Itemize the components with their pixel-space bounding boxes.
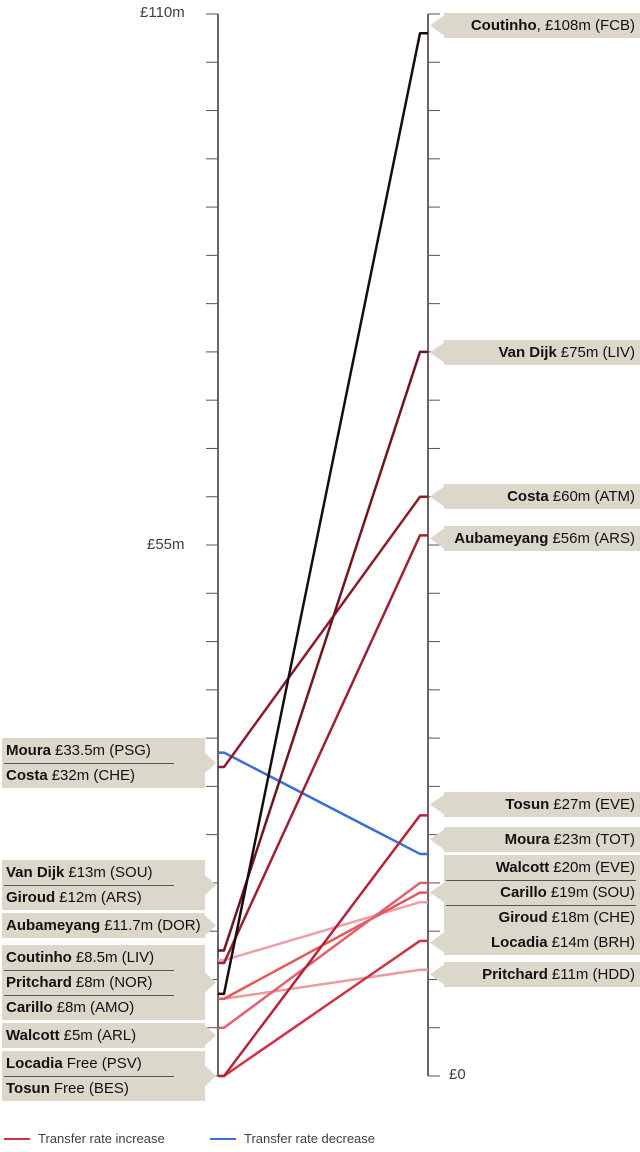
- right-label-locadia: Locadia £14m (BRH): [430, 930, 640, 955]
- player-name: Walcott: [495, 859, 550, 876]
- player-name: Coutinho: [470, 17, 537, 34]
- left-label-aubameyang: Aubameyang £11.7m (DOR): [2, 913, 205, 938]
- right-label-group: Van Dijk £75m (LIV): [430, 340, 640, 365]
- player-name: Locadia: [6, 1055, 63, 1072]
- left-label-group: Coutinho £8.5m (LIV) Pritchard £8m (NOR) C…: [2, 945, 218, 1020]
- player-name: Locadia: [490, 934, 548, 951]
- right-label-costa: Costa £60m (ATM): [430, 484, 640, 509]
- player-name: Giroud: [6, 889, 56, 906]
- left-label-moura: Moura £33.5m (PSG): [2, 738, 205, 763]
- axis-label-middle: £55m: [147, 536, 185, 553]
- from-fee: £12m (ARS): [59, 889, 142, 906]
- from-fee: £32m (CHE): [51, 767, 136, 784]
- from-fee: £8m (AMO): [56, 999, 135, 1016]
- slope-line-moura: [218, 751, 428, 856]
- left-label-group: Van Dijk £13m (SOU) Giroud £12m (ARS): [2, 860, 218, 910]
- to-fee: £20m (EVE): [553, 859, 635, 876]
- left-label-giroud: Giroud £12m (ARS): [2, 885, 205, 910]
- legend-item-increase: Transfer rate increase: [4, 1131, 165, 1146]
- player-name: Tosun: [6, 1080, 50, 1097]
- slope-line-van-dijk: [218, 350, 428, 952]
- left-label-costa: Costa £32m (CHE): [2, 763, 205, 788]
- right-label-moura: Moura £23m (TOT): [430, 827, 640, 852]
- right-label-group: Aubameyang £56m (ARS): [430, 526, 640, 551]
- from-fee: £11.7m (DOR): [104, 917, 201, 934]
- left-label-pritchard: Pritchard £8m (NOR): [2, 970, 205, 995]
- axis-label-bottom: £0: [449, 1066, 466, 1083]
- slope-line-costa: [218, 495, 428, 769]
- right-label-carillo: Carillo £19m (SOU): [430, 880, 640, 905]
- legend-swatch-increase: [4, 1137, 30, 1140]
- right-label-group: Pritchard £11m (HDD): [430, 962, 640, 987]
- to-fee: £19m (SOU): [550, 884, 635, 901]
- legend-item-decrease: Transfer rate decrease: [210, 1131, 375, 1146]
- left-label-coutinho: Coutinho £8.5m (LIV): [2, 945, 205, 970]
- to-fee: £56m (ARS): [552, 530, 635, 547]
- right-label-group: Moura £23m (TOT): [430, 827, 640, 852]
- to-fee: , £108m (FCB): [536, 17, 635, 34]
- legend-label: Transfer rate increase: [38, 1131, 165, 1146]
- right-label-pritchard: Pritchard £11m (HDD): [430, 962, 640, 987]
- right-label-group: Costa £60m (ATM): [430, 484, 640, 509]
- player-name: Costa: [507, 488, 549, 505]
- right-label-tosun: Tosun £27m (EVE): [430, 792, 640, 817]
- slope-line-giroud: [218, 900, 428, 962]
- player-name: Tosun: [505, 796, 550, 813]
- right-label-van-dijk: Van Dijk £75m (LIV): [430, 340, 640, 365]
- right-label-group: Tosun £27m (EVE): [430, 792, 640, 817]
- from-fee: £33.5m (PSG): [55, 742, 151, 759]
- player-name: Carillo: [500, 884, 547, 901]
- to-fee: £75m (LIV): [560, 344, 635, 361]
- left-label-group: Walcott £5m (ARL): [2, 1023, 218, 1048]
- from-fee: £5m (ARL): [63, 1027, 137, 1044]
- slope-line-coutinho: [218, 32, 428, 996]
- slope-line-walcott: [218, 881, 428, 1029]
- from-fee: Free (PSV): [66, 1055, 142, 1072]
- right-label-walcott: Walcott £20m (EVE): [430, 855, 640, 880]
- player-name: Walcott: [6, 1027, 60, 1044]
- slope-line-aubameyang: [218, 534, 428, 965]
- player-name: Costa: [6, 767, 48, 784]
- player-name: Carillo: [6, 999, 53, 1016]
- left-label-tosun: Tosun Free (BES): [2, 1076, 205, 1101]
- right-label-coutinho: Coutinho, £108m (FCB): [430, 13, 640, 38]
- player-name: Pritchard: [6, 974, 72, 991]
- player-name: Giroud: [498, 909, 548, 926]
- from-fee: £13m (SOU): [68, 864, 153, 881]
- right-label-group: Walcott £20m (EVE) Carillo £19m (SOU) Giro…: [430, 855, 640, 930]
- legend-swatch-decrease: [210, 1137, 236, 1140]
- right-label-group: Coutinho, £108m (FCB): [430, 13, 640, 38]
- to-fee: £60m (ATM): [552, 488, 635, 505]
- from-fee: £8.5m (LIV): [75, 949, 155, 966]
- right-label-giroud: Giroud £18m (CHE): [430, 905, 640, 930]
- from-fee: Free (BES): [53, 1080, 129, 1097]
- right-label-group: Locadia £14m (BRH): [430, 930, 640, 955]
- player-name: Moura: [6, 742, 51, 759]
- left-label-van-dijk: Van Dijk £13m (SOU): [2, 860, 205, 885]
- player-name: Pritchard: [482, 966, 548, 983]
- to-fee: £23m (TOT): [553, 831, 635, 848]
- player-name: Aubameyang: [454, 530, 549, 547]
- player-name: Van Dijk: [6, 864, 65, 881]
- left-label-locadia: Locadia Free (PSV): [2, 1051, 205, 1076]
- slope-line-tosun: [218, 814, 428, 1078]
- player-name: Coutinho: [6, 949, 72, 966]
- left-label-walcott: Walcott £5m (ARL): [2, 1023, 205, 1048]
- left-label-group: Moura £33.5m (PSG) Costa £32m (CHE): [2, 738, 218, 788]
- left-label-group: Aubameyang £11.7m (DOR): [2, 913, 218, 938]
- to-fee: £27m (EVE): [553, 796, 635, 813]
- legend-label: Transfer rate decrease: [244, 1131, 376, 1146]
- left-label-carillo: Carillo £8m (AMO): [2, 995, 205, 1020]
- from-fee: £8m (NOR): [75, 974, 153, 991]
- axis-label-top: £110m: [140, 4, 185, 21]
- player-name: Aubameyang: [6, 917, 101, 934]
- player-name: Moura: [504, 831, 550, 848]
- right-label-aubameyang: Aubameyang £56m (ARS): [430, 526, 640, 551]
- player-name: Van Dijk: [498, 344, 557, 361]
- to-fee: £14m (BRH): [551, 934, 635, 951]
- to-fee: £11m (HDD): [551, 966, 635, 983]
- to-fee: £18m (CHE): [551, 909, 635, 926]
- left-label-group: Locadia Free (PSV) Tosun Free (BES): [2, 1051, 218, 1101]
